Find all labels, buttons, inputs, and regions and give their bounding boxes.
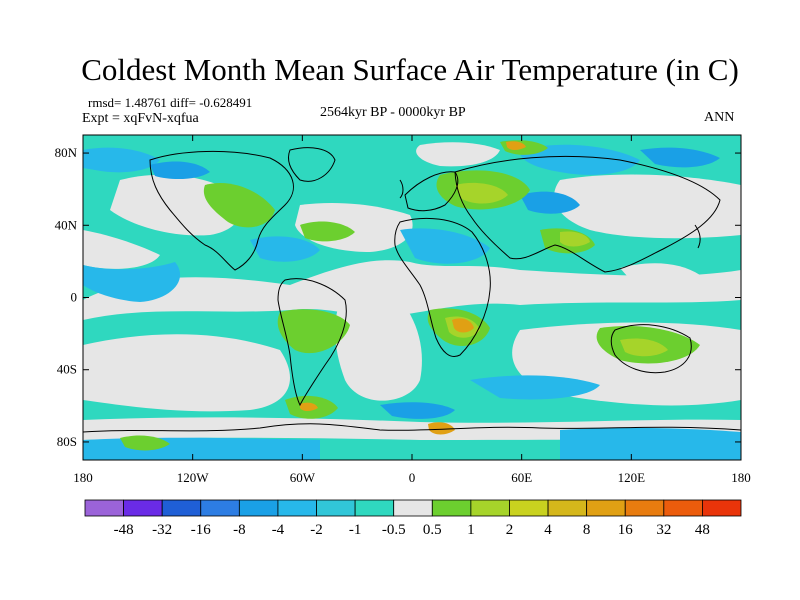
- colorbar-swatch-12: [547, 499, 588, 517]
- colorbar-label: 8: [583, 522, 591, 538]
- south-america-coast: [277, 278, 347, 407]
- colorbar-label: -4: [272, 522, 285, 538]
- colorbar-label: -32: [152, 522, 172, 538]
- coastlines: [83, 147, 741, 433]
- lat-tick-label: 80S: [57, 434, 77, 449]
- colorbar-label: 16: [618, 522, 634, 538]
- colorbar-swatch-14: [624, 499, 665, 517]
- uk-coast: [399, 179, 404, 199]
- experiment-label: Expt = xqFvN-xqfua: [82, 111, 199, 126]
- colorbar-label: 32: [656, 522, 671, 538]
- colorbar-label: 0.5: [423, 522, 442, 538]
- blue-anomaly-regions: [150, 147, 720, 419]
- japan-coast: [694, 224, 701, 249]
- lon-tick-label: 120W: [177, 470, 210, 485]
- lon-tick-label: 60W: [290, 470, 316, 485]
- africa-coast: [394, 217, 491, 357]
- lon-tick-label: 120E: [618, 470, 646, 485]
- colorbar-swatch-6: [316, 499, 356, 517]
- europe-coast: [404, 171, 459, 212]
- colorbar-label: 48: [695, 522, 710, 538]
- lat-tick-label: 80N: [55, 145, 78, 160]
- colorbar-label: 4: [544, 522, 552, 538]
- rmsd-diff-text: rmsd= 1.48761 diff= -0.628491: [88, 95, 253, 110]
- figure-title: Coldest Month Mean Surface Air Temperatu…: [81, 52, 739, 87]
- lat-tick-label: 0: [71, 290, 78, 305]
- colorbar-swatch-2: [161, 499, 202, 517]
- lon-tick-label: 0: [409, 470, 416, 485]
- north-america-coast: [149, 150, 294, 271]
- colorbar-label: 2: [506, 522, 514, 538]
- colorbar-swatch-11: [509, 499, 549, 517]
- colorbar-label: -16: [191, 522, 211, 538]
- colorbar-label: -8: [233, 522, 246, 538]
- lat-tick-label: 40N: [55, 217, 78, 232]
- asia-coast: [454, 155, 721, 273]
- colorbar: -48 -32 -16 -8 -4 -2 -1 -0.5 0.5 1 2 4 8 16 32 48: [84, 499, 742, 538]
- colorbar-swatch-0: [84, 499, 124, 517]
- colorbar-swatch-7: [354, 499, 395, 517]
- lon-tick-label: 180: [73, 470, 93, 485]
- colorbar-label: -0.5: [382, 522, 406, 538]
- colorbar-swatch-16: [702, 499, 742, 517]
- colorbar-label: -1: [349, 522, 362, 538]
- latitude-axis: 80N 40N 0 40S 80S: [55, 145, 741, 449]
- longitude-axis: 180 120W 60W 0 60E 120E 180: [73, 135, 751, 485]
- australia-coast: [610, 324, 692, 374]
- period-label: 2564kyr BP - 0000kyr BP: [320, 105, 466, 120]
- colorbar-swatch-10: [470, 499, 510, 517]
- colorbar-swatch-5: [277, 499, 317, 517]
- colorbar-label: -48: [114, 522, 134, 538]
- season-label: ANN: [704, 110, 735, 125]
- colorbar-swatch-13: [586, 499, 626, 517]
- colorbar-swatch-1: [123, 499, 163, 517]
- lon-tick-label: 180: [731, 470, 751, 485]
- colorbar-swatch-4: [238, 499, 279, 517]
- lon-tick-label: 60E: [511, 470, 532, 485]
- colorbar-swatch-9: [431, 499, 472, 517]
- greenland-coast: [287, 147, 336, 182]
- lat-tick-label: 40S: [57, 362, 77, 377]
- colorbar-swatch-8: [393, 499, 433, 517]
- colorbar-swatch-3: [200, 499, 240, 517]
- light-blue-anomaly-regions: [83, 144, 741, 460]
- orange-anomaly-regions: [300, 141, 526, 435]
- colorbar-label: -2: [310, 522, 323, 538]
- colorbar-swatch-15: [663, 499, 703, 517]
- antarctica-coast: [83, 423, 741, 433]
- colorbar-label: 1: [467, 522, 475, 538]
